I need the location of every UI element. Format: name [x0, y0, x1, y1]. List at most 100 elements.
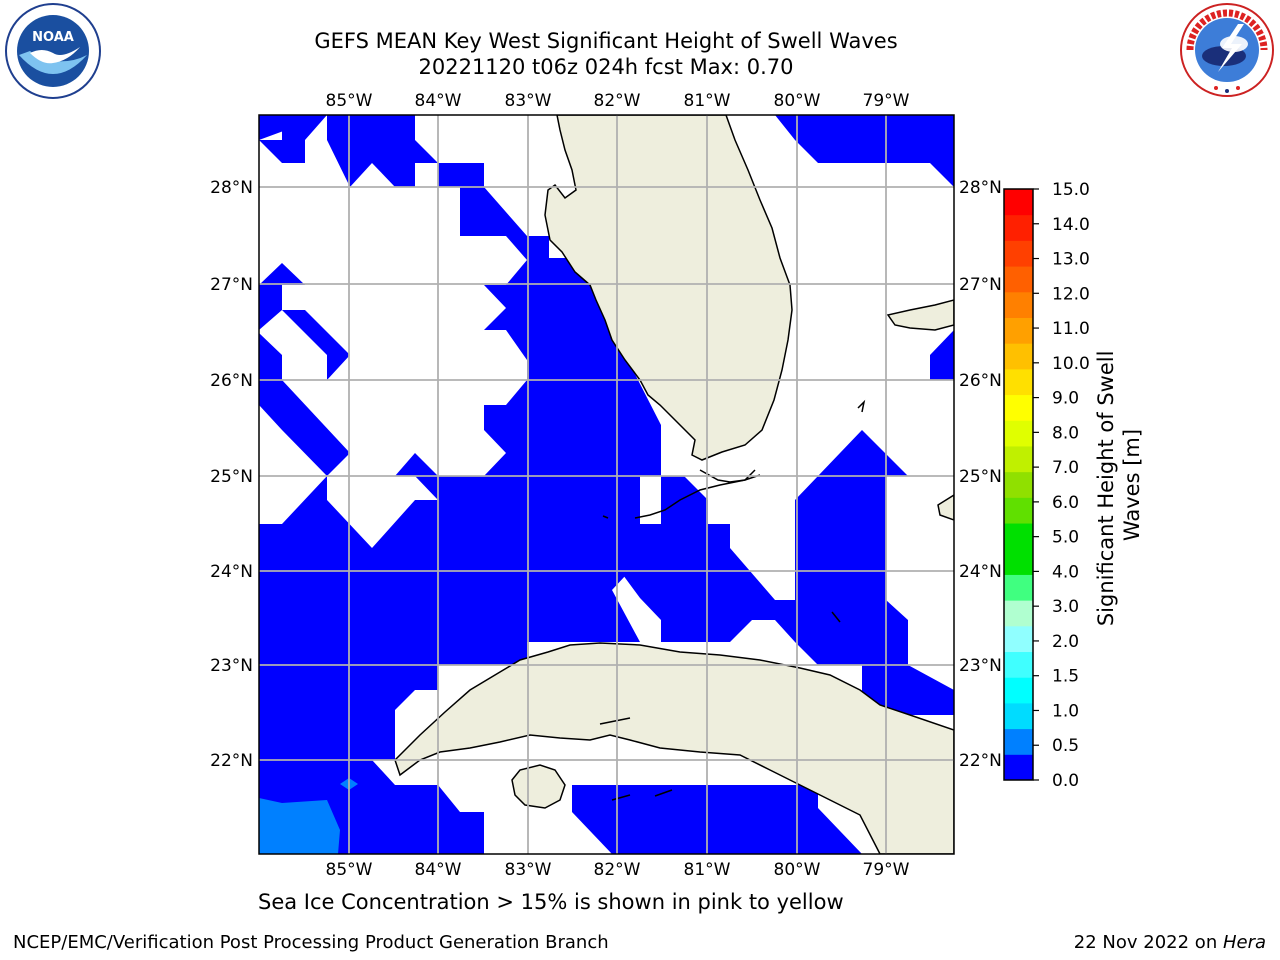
colorbar-segment [1004, 214, 1033, 241]
map-frame [258, 114, 955, 855]
nws-logo-icon [1180, 3, 1274, 97]
lat-label-left: 25°N [210, 467, 253, 487]
lat-label-left: 27°N [210, 275, 253, 295]
swell-patch [259, 263, 305, 330]
lat-label-right: 27°N [959, 275, 1002, 295]
land [394, 115, 954, 854]
lon-label-top: 79°W [863, 91, 910, 111]
colorbar-tick-label: 9.0 [1052, 389, 1079, 409]
colorbar-segment [1004, 728, 1033, 755]
lat-label-right: 28°N [959, 178, 1002, 198]
lat-label-left: 22°N [210, 751, 253, 771]
swell-patch [305, 760, 350, 800]
lat-label-right: 25°N [959, 467, 1002, 487]
swell-patch [259, 380, 350, 476]
dry-tortugas [602, 515, 609, 519]
colorbar-tick-label: 12.0 [1052, 284, 1090, 304]
colorbar-segment [1004, 445, 1033, 473]
swell-patch [612, 430, 954, 715]
colorbar-tick-label: 14.0 [1052, 215, 1090, 235]
colorbar-tick-label: 0.5 [1052, 736, 1079, 756]
lon-labels-bottom: 85°W 84°W 83°W 82°W 81°W 80°W 79°W [326, 860, 910, 880]
swell-patch-secondary [259, 798, 340, 854]
colorbar-tick-label: 1.5 [1052, 667, 1079, 687]
title-line-1: GEFS MEAN Key West Significant Height of… [314, 29, 898, 53]
colorbar-segment [1004, 343, 1033, 370]
lat-label-left: 23°N [210, 656, 253, 676]
lon-labels-top: 85°W 84°W 83°W 82°W 81°W 80°W 79°W [326, 91, 910, 111]
bahamas-andros [937, 494, 954, 521]
colorbar-ticks: 15.0 14.0 13.0 12.0 11.0 10.0 9.0 8.0 7.0 6.0 5.0 4… [1033, 180, 1090, 791]
swell-patch [259, 140, 305, 163]
colorbar-segment [1004, 266, 1033, 293]
lat-labels-left: 28°N 27°N 26°N 25°N 24°N 23°N 22°N [210, 178, 253, 771]
swell-patch [282, 115, 327, 140]
footer-date: 22 Nov 2022 on Hera [1074, 932, 1266, 953]
colorbar-segment [1004, 317, 1033, 344]
chart-title: GEFS MEAN Key West Significant Height of… [256, 28, 956, 80]
colorbar-tick-label: 5.0 [1052, 528, 1079, 548]
isle-of-youth [511, 764, 566, 809]
colorbar-segment [1004, 574, 1033, 601]
colorbar-segment [1004, 548, 1033, 575]
colorbar-segment [1004, 600, 1033, 627]
colorbar-segment [1004, 189, 1033, 216]
footer-date-text: 22 Nov 2022 on [1073, 932, 1223, 953]
colorbar-label-line-1: Significant Height of Swell [1094, 351, 1118, 627]
swell-field [259, 115, 954, 854]
colorbar-segment [1004, 471, 1033, 498]
footer-branch: NCEP/EMC/Verification Post Processing Pr… [13, 932, 609, 953]
lon-label-bottom: 82°W [594, 860, 641, 880]
lat-label-left: 26°N [210, 371, 253, 391]
colorbar-segment [1004, 291, 1033, 318]
lon-label-top: 82°W [594, 91, 641, 111]
gridlines [259, 115, 954, 854]
colorbar-tick-label: 13.0 [1052, 250, 1090, 270]
lon-label-bottom: 85°W [326, 860, 373, 880]
colorbar-segment [1004, 677, 1033, 704]
swell-patch [282, 310, 350, 380]
colorbar-tick-label: 2.0 [1052, 632, 1079, 652]
colorbar-tick-label: 11.0 [1052, 319, 1090, 339]
bahamas-north [886, 299, 954, 331]
lat-label-left: 24°N [210, 562, 253, 582]
lon-label-bottom: 83°W [505, 860, 552, 880]
noaa-logo-icon: NOAA [5, 3, 101, 99]
florida-keys [634, 474, 761, 519]
lon-label-bottom: 79°W [863, 860, 910, 880]
swell-patch [259, 285, 282, 330]
swell-patch [775, 115, 954, 187]
colorbar-tick-label: 1.0 [1052, 701, 1079, 721]
swell-patch [930, 330, 954, 380]
colorbar-segment [1004, 625, 1033, 653]
lon-label-bottom: 84°W [415, 860, 462, 880]
colorbar-tick-label: 6.0 [1052, 493, 1079, 513]
colorbar-tick-label: 8.0 [1052, 423, 1079, 443]
footer-host: Hera [1222, 932, 1266, 953]
colorbar-segment [1004, 651, 1033, 678]
colorbar-tick-label: 7.0 [1052, 458, 1079, 478]
swell-patch [327, 115, 438, 187]
colorbar-segment [1004, 394, 1033, 421]
colorbar-tick-label: 3.0 [1052, 597, 1079, 617]
colorbar-label: Significant Height of Swell Waves [m] [1094, 344, 1144, 626]
sea-ice-note: Sea Ice Concentration > 15% is shown in … [258, 890, 844, 914]
cuba-keys-south [611, 794, 631, 801]
map-area [259, 115, 954, 854]
lat-label-right: 26°N [959, 371, 1002, 391]
colorbar-tick-label: 0.0 [1052, 771, 1079, 791]
lon-label-top: 80°W [774, 91, 821, 111]
colorbar-tick-label: 10.0 [1052, 354, 1090, 374]
colorbar-segment [1004, 702, 1033, 730]
colorbar-segment [1004, 754, 1033, 781]
lon-label-top: 84°W [415, 91, 462, 111]
colorbar-tick-label: 15.0 [1052, 180, 1090, 200]
colorbar-segment [1004, 497, 1033, 524]
lon-label-bottom: 80°W [774, 860, 821, 880]
colorbar-frame [1003, 188, 1034, 781]
lat-labels-right: 28°N 27°N 26°N 25°N 24°N 23°N 22°N [959, 178, 1002, 771]
cuba-bay [599, 717, 631, 725]
swell-patch [259, 333, 282, 380]
colorbar-label-line-2: Waves [m] [1120, 429, 1144, 541]
colorbar-segment [1004, 420, 1033, 447]
